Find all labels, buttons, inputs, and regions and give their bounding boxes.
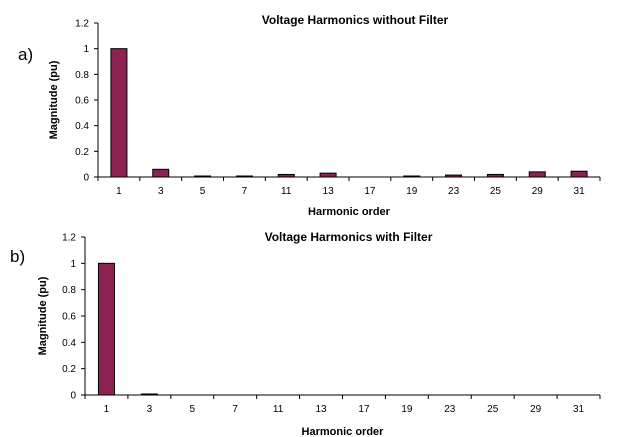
y-tick-label: 0 xyxy=(83,173,89,184)
bar-harmonic-31 xyxy=(570,170,588,178)
bar-harmonic-5 xyxy=(194,175,212,178)
bar-harmonic-3 xyxy=(152,168,170,178)
y-tick-label: 0.6 xyxy=(75,96,89,107)
bar-harmonic-13 xyxy=(319,172,337,178)
x-tick-label: 5 xyxy=(190,404,196,415)
panel-label: a) xyxy=(18,45,33,64)
y-tick-label: 0.8 xyxy=(75,70,89,81)
bar-harmonic-25 xyxy=(486,173,504,178)
panel-label: b) xyxy=(10,247,25,266)
bar-harmonic-19 xyxy=(403,175,421,178)
y-tick-label: 0.2 xyxy=(62,364,76,375)
x-tick-label: 7 xyxy=(232,404,238,415)
y-tick-label: 1 xyxy=(70,259,76,270)
x-tick-label: 11 xyxy=(281,186,292,197)
bar-harmonic-11 xyxy=(277,173,295,178)
y-axis-label: Magnitude (pu) xyxy=(37,276,49,355)
bar-harmonic-1 xyxy=(97,262,115,396)
bar-harmonic-29 xyxy=(528,171,546,178)
x-tick-label: 13 xyxy=(315,404,327,415)
y-tick-label: 0 xyxy=(70,391,76,402)
y-axis-label: Magnitude (pu) xyxy=(48,60,60,139)
x-axis-label: Harmonic order xyxy=(308,206,391,218)
y-tick-label: 0.2 xyxy=(75,147,89,158)
x-tick-label: 25 xyxy=(487,404,499,415)
x-tick-label: 3 xyxy=(158,186,164,197)
x-tick-label: 19 xyxy=(401,404,413,415)
y-tick-label: 0.6 xyxy=(62,312,76,323)
x-tick-label: 23 xyxy=(444,404,456,415)
x-tick-label: 5 xyxy=(200,186,206,197)
x-tick-label: 19 xyxy=(406,186,418,197)
x-tick-label: 31 xyxy=(573,404,585,415)
x-tick-label: 17 xyxy=(358,404,370,415)
x-tick-label: 29 xyxy=(532,186,544,197)
chart-panel-b: b) Voltage Harmonics with Filter 0 0.2 0.4 0.… xyxy=(10,230,601,437)
x-tick-label: 7 xyxy=(242,186,248,197)
x-tick-label: 23 xyxy=(448,186,460,197)
x-tick-label: 25 xyxy=(490,186,502,197)
x-tick-label: 13 xyxy=(323,186,335,197)
bar-harmonic-23 xyxy=(445,174,463,178)
bar-harmonic-3 xyxy=(140,393,158,396)
chart-panel-a: a) Voltage Harmonics without Filter 0 0.2 0.… xyxy=(18,13,601,218)
chart-title: Voltage Harmonics without Filter xyxy=(262,13,449,27)
x-tick-label: 1 xyxy=(116,186,122,197)
y-tick-label: 0.8 xyxy=(62,285,76,296)
y-tick-label: 0.4 xyxy=(75,121,89,132)
y-tick-label: 0.4 xyxy=(62,338,76,349)
x-axis-label: Harmonic order xyxy=(302,426,385,437)
x-tick-label: 31 xyxy=(574,186,586,197)
bar-harmonic-1 xyxy=(110,48,128,178)
y-tick-label: 1.2 xyxy=(75,19,89,30)
chart-title: Voltage Harmonics with Filter xyxy=(265,230,433,244)
x-tick-label: 1 xyxy=(104,404,110,415)
y-tick-label: 1 xyxy=(83,44,89,55)
x-tick-label: 11 xyxy=(273,404,284,415)
bar-harmonic-7 xyxy=(235,175,253,178)
y-tick-label: 1.2 xyxy=(62,233,76,244)
x-tick-label: 3 xyxy=(147,404,153,415)
x-tick-label: 17 xyxy=(364,186,376,197)
x-tick-label: 29 xyxy=(530,404,542,415)
